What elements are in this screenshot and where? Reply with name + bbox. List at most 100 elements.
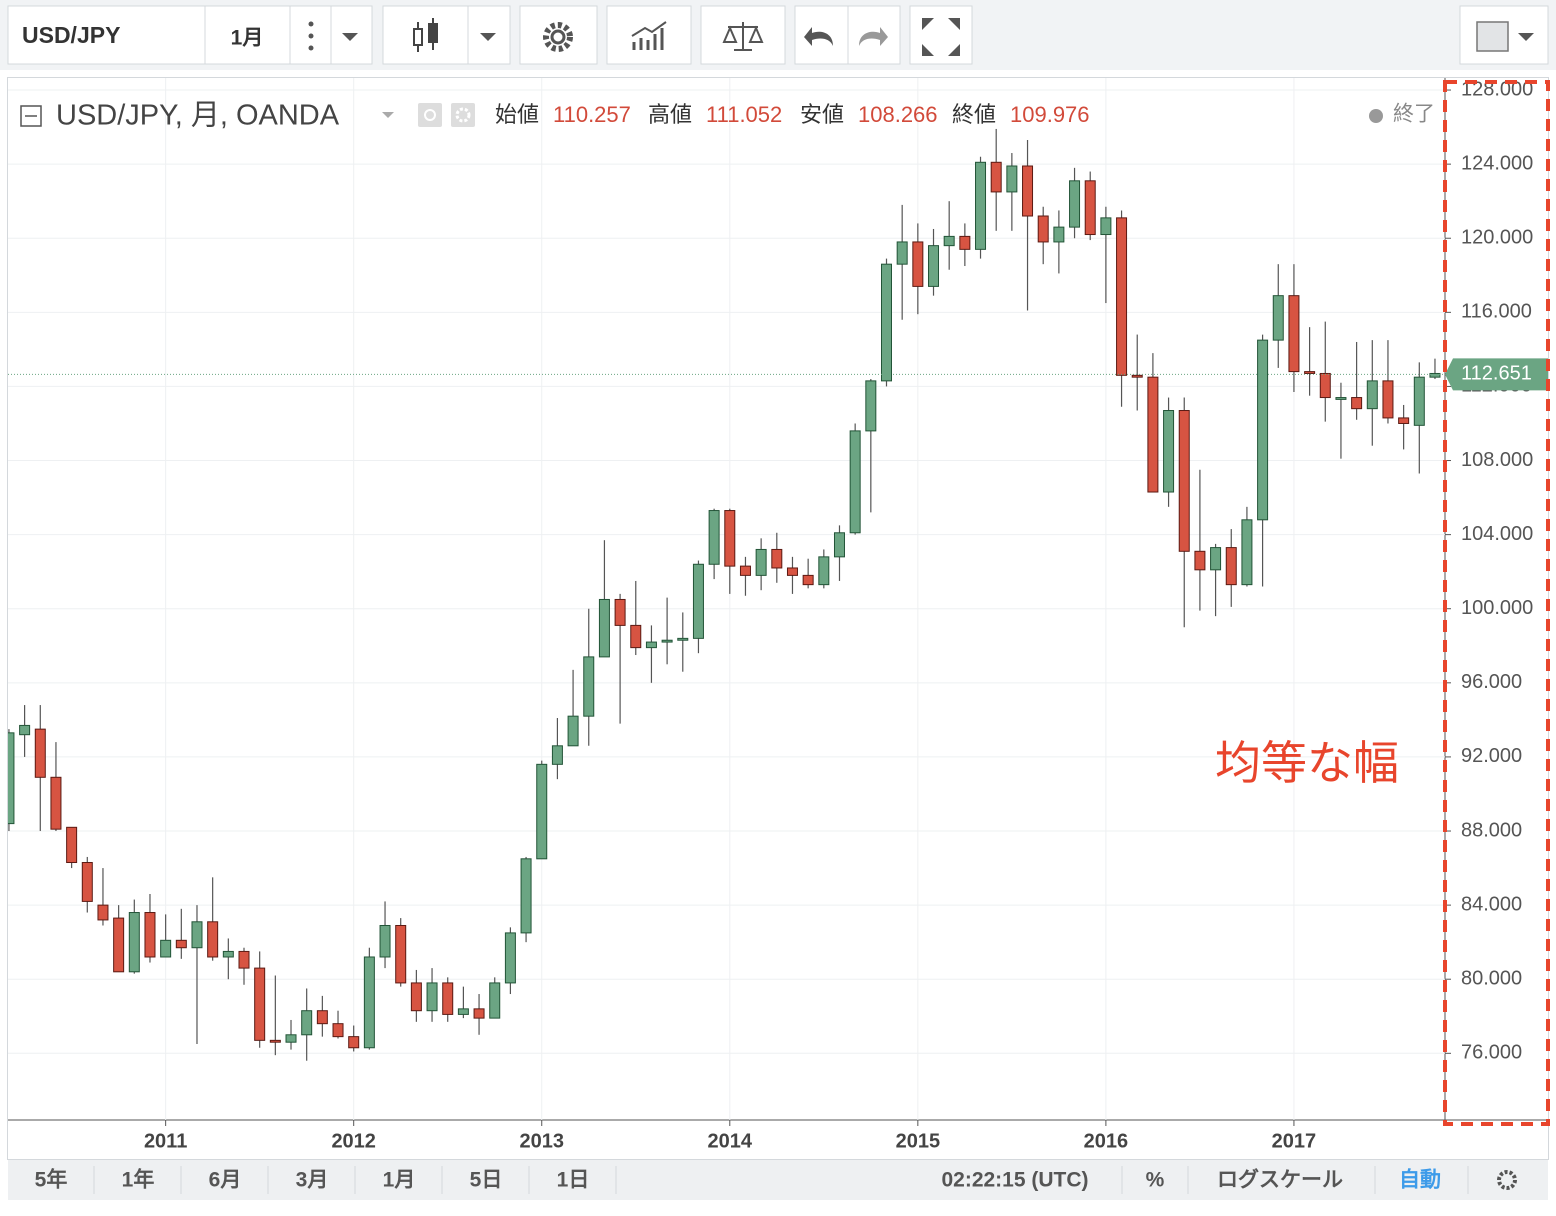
- candle-body: [160, 939, 172, 958]
- x-tick-label: 2013: [519, 1130, 564, 1152]
- x-tick-label: 2011: [144, 1130, 187, 1152]
- candle-body: [269, 1039, 281, 1043]
- series-title: USD/JPY, 月, OANDA: [56, 100, 340, 132]
- candle-body: [363, 956, 375, 1049]
- candle-body: [583, 656, 595, 717]
- market-status: 終了: [1393, 103, 1435, 126]
- candle-body: [1210, 547, 1222, 571]
- settings-icon[interactable]: [1497, 1170, 1517, 1190]
- y-tick-label: 108.000: [1461, 449, 1533, 471]
- candle-body: [1022, 165, 1034, 217]
- candle-body: [739, 565, 751, 576]
- price-tag: [1445, 358, 1548, 391]
- range-button[interactable]: 5年: [35, 1168, 68, 1192]
- candle-body: [1194, 550, 1206, 571]
- range-button[interactable]: 5日: [470, 1169, 503, 1192]
- status-dot: [1369, 109, 1383, 123]
- candle-body: [912, 241, 924, 287]
- candle-body: [771, 548, 783, 569]
- candle-body: [1147, 376, 1159, 493]
- settings-icon[interactable]: [451, 103, 475, 127]
- bottom-percent[interactable]: %: [1146, 1169, 1165, 1192]
- candle-body: [645, 641, 657, 649]
- candle-body: [802, 574, 814, 586]
- candle-body: [301, 1010, 313, 1036]
- y-tick-label: 80.000: [1461, 967, 1522, 989]
- candle-body: [128, 912, 140, 973]
- candle-body: [81, 862, 93, 902]
- range-button[interactable]: 1日: [557, 1169, 590, 1192]
- x-tick-label: 2016: [1084, 1130, 1129, 1152]
- range-button[interactable]: 6月: [209, 1169, 242, 1192]
- candle-body: [1241, 519, 1253, 586]
- candle-body: [1429, 372, 1441, 378]
- dropdown[interactable]: [342, 33, 358, 41]
- bottom-log-scale[interactable]: ログスケール: [1217, 1168, 1343, 1192]
- candle-body: [457, 1008, 469, 1015]
- undo-icon[interactable]: [804, 27, 833, 46]
- candle-body: [191, 921, 203, 949]
- fullscreen-icon: [922, 18, 960, 56]
- candle-body: [254, 967, 266, 1041]
- candle-body: [379, 924, 391, 958]
- candle-body: [990, 161, 1002, 193]
- candle-body: [175, 939, 187, 949]
- y-tick-label: 84.000: [1461, 893, 1522, 915]
- candle-body: [1351, 397, 1363, 410]
- range-button[interactable]: 3月: [296, 1169, 329, 1192]
- candle-body: [928, 245, 940, 287]
- candle-body: [348, 1036, 360, 1049]
- candle-body: [489, 982, 501, 1019]
- candle-body: [97, 904, 109, 921]
- annotation: 均等な幅: [1215, 737, 1399, 789]
- indicators-button[interactable]: [606, 5, 692, 65]
- bottom-auto[interactable]: 自動: [1399, 1168, 1441, 1192]
- y-tick-label: 100.000: [1461, 597, 1533, 619]
- candle-body: [755, 548, 767, 576]
- candle-body: [238, 950, 250, 969]
- legend-value: 110.257: [553, 102, 631, 127]
- candle-body: [504, 932, 516, 984]
- bottom-bar: [8, 1160, 1548, 1200]
- candle-body: [426, 982, 438, 1012]
- fullscreen-button[interactable]: [909, 5, 973, 65]
- redo-icon[interactable]: [859, 27, 888, 46]
- visibility-icon[interactable]: [418, 103, 442, 127]
- interval[interactable]: 1月: [231, 27, 264, 50]
- y-tick-label: 92.000: [1461, 745, 1522, 767]
- range-button[interactable]: 1年: [122, 1168, 155, 1192]
- y-tick-label: 120.000: [1461, 227, 1533, 249]
- candle-body: [598, 598, 610, 658]
- more-icon[interactable]: [308, 21, 314, 51]
- candle-body: [1084, 180, 1096, 236]
- dropdown[interactable]: [480, 33, 496, 41]
- chart-pane: [7, 77, 1549, 1160]
- y-tick-label: 104.000: [1461, 523, 1533, 545]
- legend-label: 安値: [800, 102, 844, 127]
- candle-body: [1398, 417, 1410, 424]
- bottom-time: 02:22:15 (UTC): [941, 1169, 1088, 1192]
- candle-body: [567, 715, 579, 747]
- candle-body: [943, 235, 955, 247]
- candle-body: [551, 745, 563, 765]
- candle-body: [144, 912, 156, 958]
- settings-button[interactable]: [519, 5, 598, 65]
- range-button[interactable]: 1月: [383, 1169, 416, 1192]
- candle-body: [66, 826, 78, 864]
- candle-body: [222, 950, 234, 958]
- candle-body: [1131, 374, 1143, 378]
- candle-body: [614, 598, 626, 626]
- candle-body: [19, 724, 31, 736]
- candle-body: [285, 1034, 297, 1043]
- legend-label: 高値: [648, 102, 692, 127]
- legend-value: 111.052: [706, 102, 782, 127]
- legend-value: 108.266: [858, 102, 938, 127]
- candle-body: [1053, 226, 1065, 243]
- candle-body: [849, 430, 861, 534]
- candle-body: [1288, 295, 1300, 373]
- legend-value: 109.976: [1010, 102, 1090, 127]
- symbol[interactable]: USD/JPY: [22, 22, 120, 48]
- candle-body: [1382, 380, 1394, 419]
- price-tag-label: 112.651: [1461, 363, 1532, 385]
- y-tick-label: 88.000: [1461, 819, 1522, 841]
